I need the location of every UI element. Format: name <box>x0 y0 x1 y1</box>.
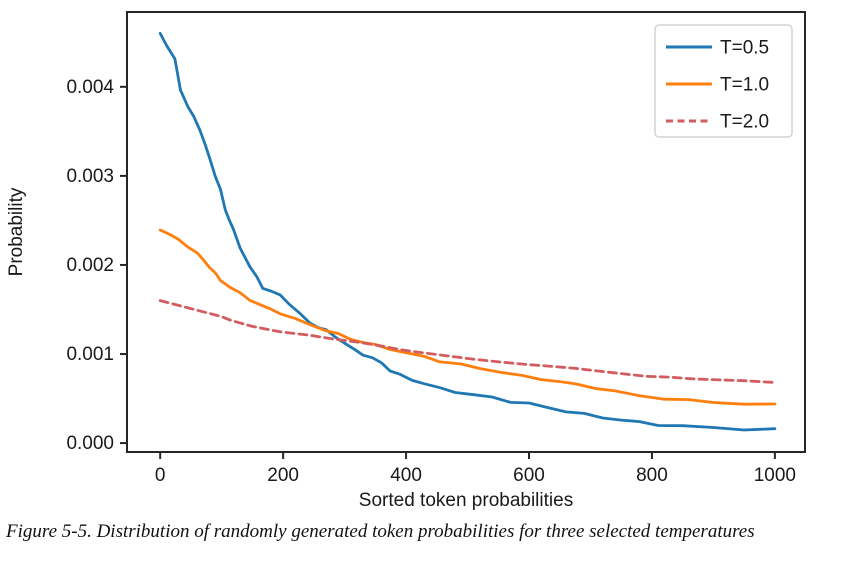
x-tick-label: 200 <box>267 465 299 486</box>
legend-label: T=2.0 <box>720 112 769 133</box>
legend-box <box>654 24 793 138</box>
figure-caption: Figure 5-5. Distribution of randomly gen… <box>6 521 755 542</box>
legend-label: T=1.0 <box>720 75 769 96</box>
x-tick-label: 800 <box>636 465 668 486</box>
x-axis-label: Sorted token probabilities <box>359 490 573 511</box>
series-line-t20 <box>158 299 777 384</box>
y-tick-label: 0.000 <box>66 433 114 454</box>
y-tick-label: 0.004 <box>66 77 114 98</box>
legend-label: T=0.5 <box>720 38 769 59</box>
x-tick-label: 600 <box>513 465 545 486</box>
y-tick-label: 0.002 <box>66 255 114 276</box>
series-line-t10 <box>158 228 777 406</box>
x-tick-label: 1000 <box>754 465 796 486</box>
plot-border <box>126 11 806 453</box>
y-tick-label: 0.001 <box>66 344 114 365</box>
y-axis-label: Probability <box>6 187 27 276</box>
y-tick-label: 0.003 <box>66 166 114 187</box>
x-tick-label: 0 <box>155 465 166 486</box>
line-chart: 0.000 0.001 0.002 0.003 0.004 0 200 400 600 800 10… <box>6 11 806 511</box>
x-tick-label: 400 <box>390 465 422 486</box>
